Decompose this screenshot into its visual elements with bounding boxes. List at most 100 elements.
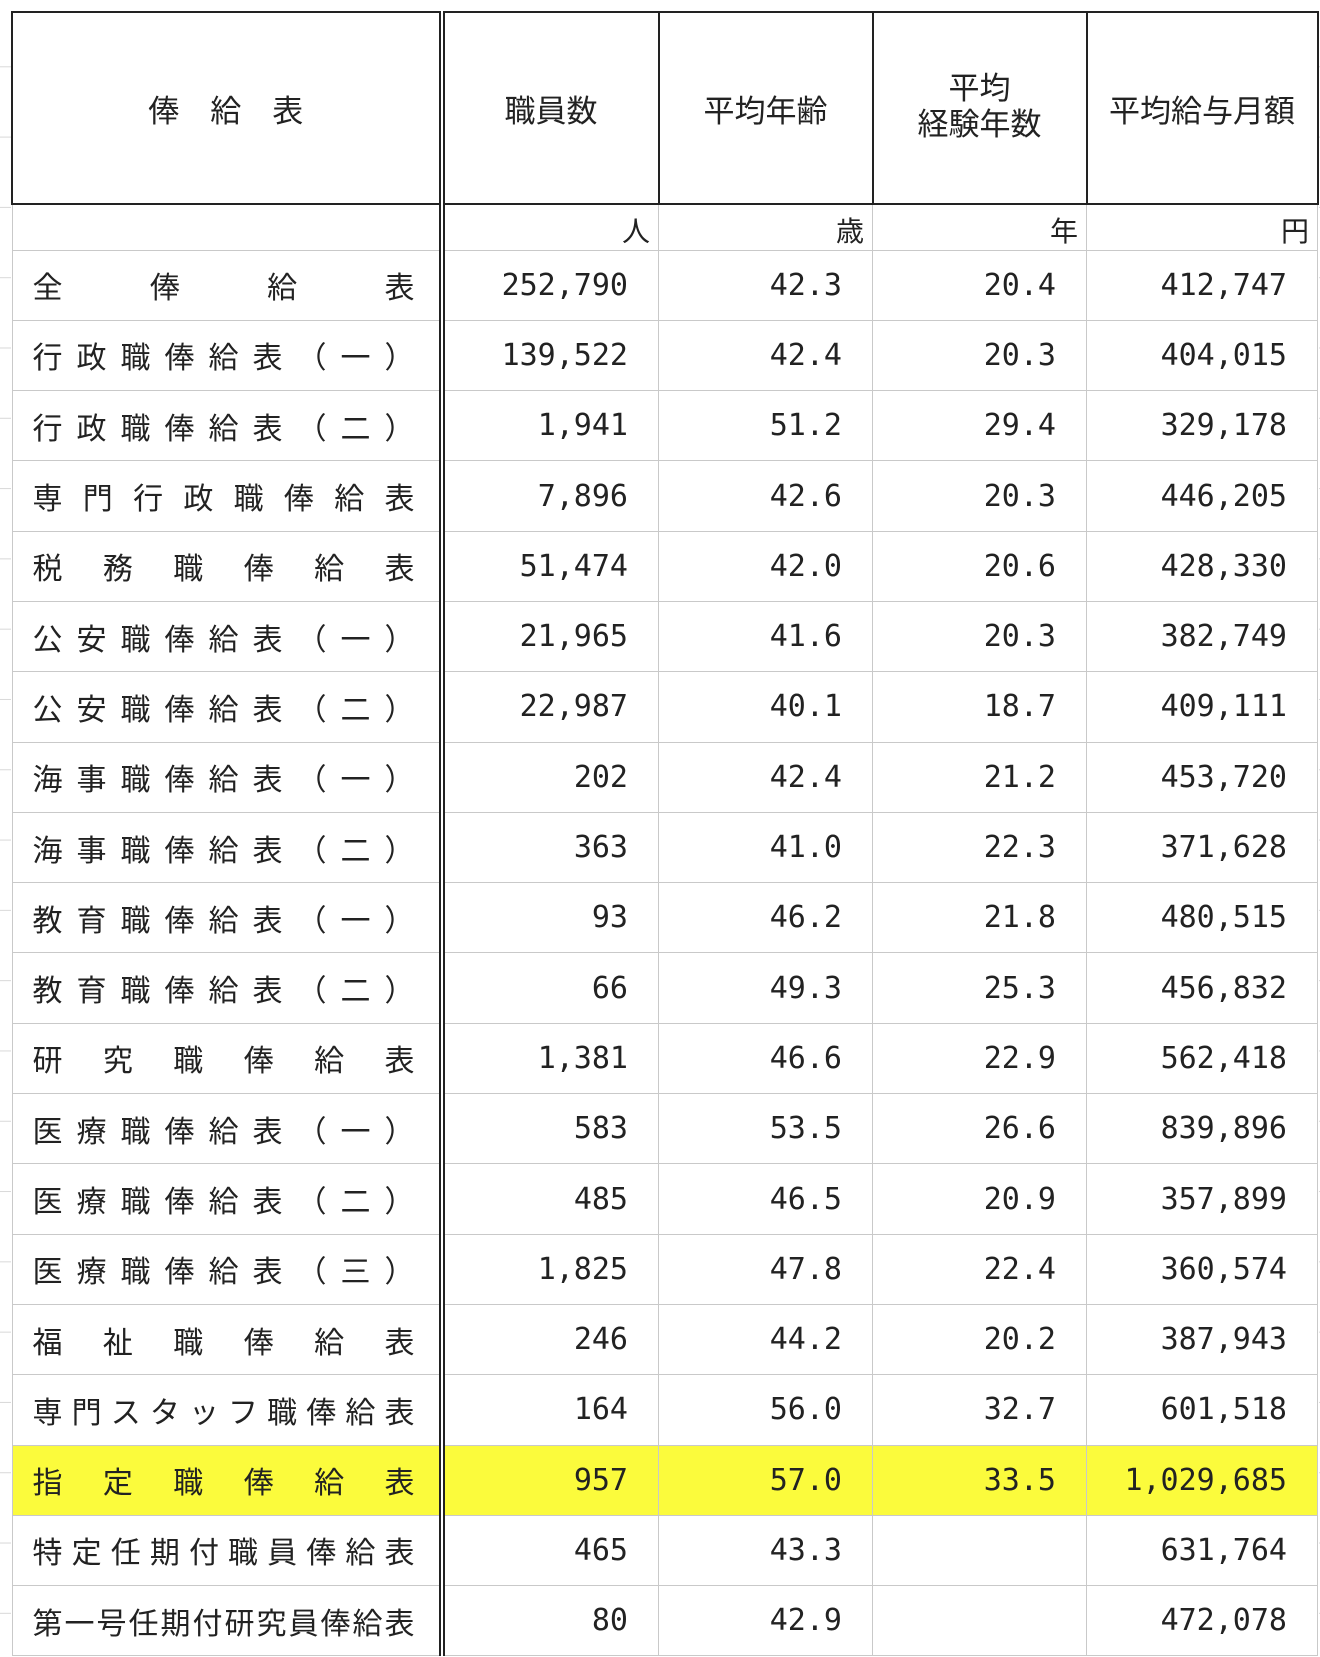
salary-table: 俸 給 表職員数 平均年齢 平均 経験年数 平均給与月額 人歳年円全俸給表 252,790… xyxy=(11,11,1319,1657)
row-name: 行政職俸給表（二） xyxy=(11,390,445,462)
table-row: 医療職俸給表（三） 1,825 47.8 22.4 360,574 xyxy=(11,1233,1318,1305)
cell: 1,825 xyxy=(441,1233,659,1305)
cell: 1,029,685 xyxy=(1086,1444,1318,1516)
cell: 42.4 xyxy=(658,741,873,813)
cell: 42.3 xyxy=(658,249,873,321)
cell: 40.1 xyxy=(658,671,873,743)
table-row: 第一号任期付研究員俸給表 80 42.9 472,078 xyxy=(11,1585,1318,1657)
table-row: 行政職俸給表（一） 139,522 42.4 20.3 404,015 xyxy=(11,319,1318,392)
cell: 20.2 xyxy=(872,1303,1087,1376)
row-name: 教育職俸給表（一） xyxy=(11,882,445,954)
cell: 20.4 xyxy=(872,249,1087,321)
row-name: 医療職俸給表（一） xyxy=(11,1093,445,1165)
cell: 363 xyxy=(441,811,659,884)
row-name: 専門スタッフ職俸給表 xyxy=(11,1374,445,1446)
row-name: 特定任期付職員俸給表 xyxy=(11,1514,445,1587)
cell: 21,965 xyxy=(441,600,659,673)
table-row: 全俸給表 252,790 42.3 20.4 412,747 xyxy=(11,249,1318,321)
cell: 18.7 xyxy=(872,671,1087,743)
cell: 29.4 xyxy=(872,390,1087,462)
cell: 412,747 xyxy=(1086,249,1318,321)
cell: 164 xyxy=(441,1374,659,1446)
cell: 382,749 xyxy=(1086,600,1318,673)
cell: 25.3 xyxy=(872,952,1087,1024)
column-header: 平均年齢 xyxy=(657,11,874,205)
cell: 46.2 xyxy=(658,882,873,954)
cell: 56.0 xyxy=(658,1374,873,1446)
cell: 246 xyxy=(441,1303,659,1376)
cell: 41.6 xyxy=(658,600,873,673)
cell: 1,941 xyxy=(441,390,659,462)
cell: 51.2 xyxy=(658,390,873,462)
table-row: 専門行政職俸給表 7,896 42.6 20.3 446,205 xyxy=(11,460,1318,532)
cell: 33.5 xyxy=(872,1444,1087,1516)
cell: 57.0 xyxy=(658,1444,873,1516)
row-name: 医療職俸給表（三） xyxy=(11,1233,445,1305)
cell: 485 xyxy=(441,1163,659,1235)
row-name: 海事職俸給表（二） xyxy=(11,811,445,884)
cell: 22.4 xyxy=(872,1233,1087,1305)
table-row: 福祉職俸給表 246 44.2 20.2 387,943 xyxy=(11,1303,1318,1376)
unit-cell xyxy=(11,203,445,251)
cell: 20.3 xyxy=(872,319,1087,392)
cell: 839,896 xyxy=(1086,1093,1318,1165)
cell: 80 xyxy=(441,1585,659,1657)
row-name: 教育職俸給表（二） xyxy=(11,952,445,1024)
cell: 51,474 xyxy=(441,530,659,602)
table-row: 医療職俸給表（一） 583 53.5 26.6 839,896 xyxy=(11,1093,1318,1165)
cell: 46.6 xyxy=(658,1022,873,1095)
cell: 404,015 xyxy=(1086,319,1318,392)
cell: 957 xyxy=(441,1444,659,1516)
row-name: 専門行政職俸給表 xyxy=(11,460,445,532)
row-name: 行政職俸給表（一） xyxy=(11,319,445,392)
cell: 22.3 xyxy=(872,811,1087,884)
cell: 20.3 xyxy=(872,460,1087,532)
cell: 583 xyxy=(441,1093,659,1165)
cell: 20.3 xyxy=(872,600,1087,673)
row-name: 税務職俸給表 xyxy=(11,530,445,602)
cell xyxy=(872,1514,1087,1587)
cell: 480,515 xyxy=(1086,882,1318,954)
row-name: 指定職俸給表 xyxy=(11,1444,445,1516)
cell: 7,896 xyxy=(441,460,659,532)
header-line: 経験年数 xyxy=(917,107,1042,143)
cell: 46.5 xyxy=(658,1163,873,1235)
cell: 43.3 xyxy=(658,1514,873,1587)
row-name: 全俸給表 xyxy=(11,249,445,321)
cell: 66 xyxy=(441,952,659,1024)
table-row: 研究職俸給表 1,381 46.6 22.9 562,418 xyxy=(11,1022,1318,1095)
cell: 202 xyxy=(441,741,659,813)
cell: 21.8 xyxy=(872,882,1087,954)
cell: 22,987 xyxy=(441,671,659,743)
cell: 453,720 xyxy=(1086,741,1318,813)
unit-cell: 歳 xyxy=(658,203,873,251)
table-row: 特定任期付職員俸給表 465 43.3 631,764 xyxy=(11,1514,1318,1587)
cell: 32.7 xyxy=(872,1374,1087,1446)
cell: 42.9 xyxy=(658,1585,873,1657)
cell: 387,943 xyxy=(1086,1303,1318,1376)
cell: 465 xyxy=(441,1514,659,1587)
row-name: 福祉職俸給表 xyxy=(11,1303,445,1376)
unit-cell: 年 xyxy=(872,203,1087,251)
column-header: 俸 給 表 xyxy=(11,11,445,205)
cell: 601,518 xyxy=(1086,1374,1318,1446)
table-row: 指定職俸給表 957 57.0 33.5 1,029,685 xyxy=(11,1444,1318,1516)
table-row: 海事職俸給表（二） 363 41.0 22.3 371,628 xyxy=(11,811,1318,884)
column-header: 平均 経験年数 xyxy=(871,11,1088,205)
unit-cell: 人 xyxy=(441,203,659,251)
units-row: 人歳年円 xyxy=(11,203,1318,251)
cell: 42.6 xyxy=(658,460,873,532)
cell: 360,574 xyxy=(1086,1233,1318,1305)
table-row: 税務職俸給表 51,474 42.0 20.6 428,330 xyxy=(11,530,1318,602)
cell: 472,078 xyxy=(1086,1585,1318,1657)
row-name: 研究職俸給表 xyxy=(11,1022,445,1095)
cell: 93 xyxy=(441,882,659,954)
cell: 44.2 xyxy=(658,1303,873,1376)
table-row: 海事職俸給表（一） 202 42.4 21.2 453,720 xyxy=(11,741,1318,813)
header-line: 平均 xyxy=(948,71,1011,108)
table-row: 行政職俸給表（二） 1,941 51.2 29.4 329,178 xyxy=(11,390,1318,462)
unit-cell: 円 xyxy=(1086,203,1318,251)
cell: 139,522 xyxy=(441,319,659,392)
cell: 49.3 xyxy=(658,952,873,1024)
